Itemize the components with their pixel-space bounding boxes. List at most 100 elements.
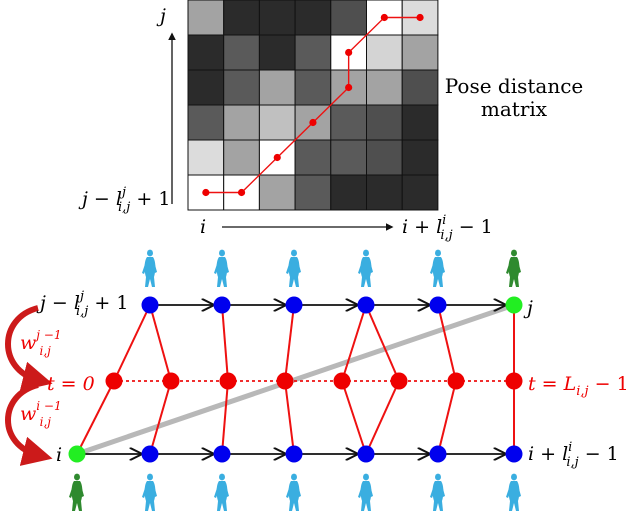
node-red-middle — [390, 372, 408, 390]
graph-edges — [76, 302, 515, 457]
walking-figure-icon — [506, 473, 521, 511]
graph-label-bottom-left: i — [56, 444, 62, 466]
edge-red-alignment — [365, 380, 400, 455]
walking-figure-icon — [142, 473, 157, 511]
matrix-alignment-path — [202, 13, 424, 197]
matrix-cell — [294, 69, 332, 106]
matrix-cell — [330, 139, 367, 176]
matrix-path-point — [273, 153, 281, 162]
matrix-cell — [366, 104, 403, 141]
edge-gray-diagonal — [76, 302, 515, 457]
node-red-middle — [505, 372, 523, 390]
pose-distance-matrix — [187, 0, 439, 211]
walking-figure-icon — [214, 473, 229, 511]
matrix-label-i: i — [200, 216, 206, 238]
matrix-cell — [223, 69, 260, 106]
edge-red-alignment — [113, 304, 151, 382]
node-red-middle — [447, 372, 465, 390]
matrix-path-point — [416, 13, 424, 22]
matrix-cell — [258, 34, 296, 71]
matrix-cell — [187, 34, 225, 71]
walking-figure-icon — [430, 473, 445, 511]
node-blue-top — [429, 296, 447, 314]
edge-red-alignment — [341, 304, 367, 382]
matrix-cell — [366, 139, 403, 176]
matrix-cell — [187, 104, 225, 141]
node-green-top — [505, 296, 523, 314]
edge-red-alignment — [221, 304, 229, 382]
node-blue-bottom — [213, 445, 231, 463]
walking-figure-icon — [286, 473, 301, 511]
node-red-middle — [162, 372, 180, 390]
walking-figure-icon — [506, 249, 521, 287]
graph-label-t0: t = 0 — [47, 373, 95, 395]
matrix-cell — [366, 174, 403, 211]
matrix-cell — [294, 139, 332, 176]
walking-figure-icon — [214, 249, 229, 287]
node-red-middle — [333, 372, 351, 390]
matrix-path-point — [202, 188, 210, 197]
matrix-cell — [187, 69, 225, 106]
graph-label-top-left: j − lj i,j + 1 — [36, 289, 128, 319]
matrix-cell — [294, 34, 332, 71]
matrix-cell — [258, 104, 296, 141]
matrix-path-point — [345, 83, 353, 92]
edge-red-alignment — [341, 380, 367, 455]
node-blue-top — [285, 296, 303, 314]
weight-arrow-top — [5, 305, 53, 391]
edge-red-alignment — [437, 380, 457, 455]
matrix-cell — [330, 104, 367, 141]
matrix-cell — [223, 139, 260, 176]
edge-red-alignment — [284, 304, 295, 382]
matrix-cell — [187, 139, 225, 176]
matrix-cell — [294, 174, 332, 211]
matrix-cell — [401, 69, 439, 106]
matrix-label-right-col: i + li i,j − 1 — [402, 213, 493, 243]
matrix-cell — [401, 174, 439, 211]
matrix-cell — [294, 0, 332, 36]
walking-figure-icon — [358, 249, 373, 287]
matrix-cell — [258, 0, 296, 36]
matrix-cell — [330, 174, 367, 211]
matrix-cell — [223, 104, 260, 141]
node-blue-top — [141, 296, 159, 314]
matrix-cell — [223, 0, 260, 36]
matrix-label-left-row: j − lj i,j + 1 — [78, 185, 170, 215]
node-blue-bottom — [357, 445, 375, 463]
edge-red-alignment — [284, 380, 295, 455]
node-red-middle — [276, 372, 294, 390]
matrix-path-point — [345, 48, 353, 57]
matrix-label-j: j — [156, 5, 166, 27]
matrix-cell — [187, 0, 225, 36]
matrix-cell — [258, 174, 296, 211]
node-blue-top — [357, 296, 375, 314]
node-blue-bottom — [285, 445, 303, 463]
matrix-path-point — [237, 188, 246, 197]
matrix-cell — [401, 34, 439, 71]
matrix-cell — [401, 104, 439, 141]
walking-figure-icon — [286, 249, 301, 287]
matrix-cell — [401, 139, 439, 176]
matrix-title-line1: Pose distance — [445, 74, 584, 98]
weight-arrow-bottom — [5, 382, 53, 466]
edge-red-alignment — [437, 304, 457, 382]
walking-figure-icon — [358, 473, 373, 511]
matrix-cell — [330, 0, 367, 36]
edge-red-alignment — [76, 380, 115, 455]
node-blue-bottom — [505, 445, 523, 463]
graph-label-bottom-right: i + li i,j − 1 — [528, 440, 619, 470]
edge-red-alignment — [149, 304, 172, 382]
node-blue-bottom — [141, 445, 159, 463]
matrix-path-point — [380, 13, 388, 22]
weight-label-top: wj −1 i,j — [20, 328, 62, 358]
edge-red-alignment — [149, 380, 172, 455]
matrix-cell — [258, 69, 296, 106]
node-green-bottom — [68, 445, 86, 463]
matrix-path-line — [205, 16, 421, 194]
walking-figure-icon — [69, 473, 84, 511]
graph-label-top-right: j — [523, 297, 533, 319]
matrix-title-line2: matrix — [481, 97, 548, 121]
node-red-middle — [105, 372, 123, 390]
matrix-cell — [366, 34, 403, 71]
